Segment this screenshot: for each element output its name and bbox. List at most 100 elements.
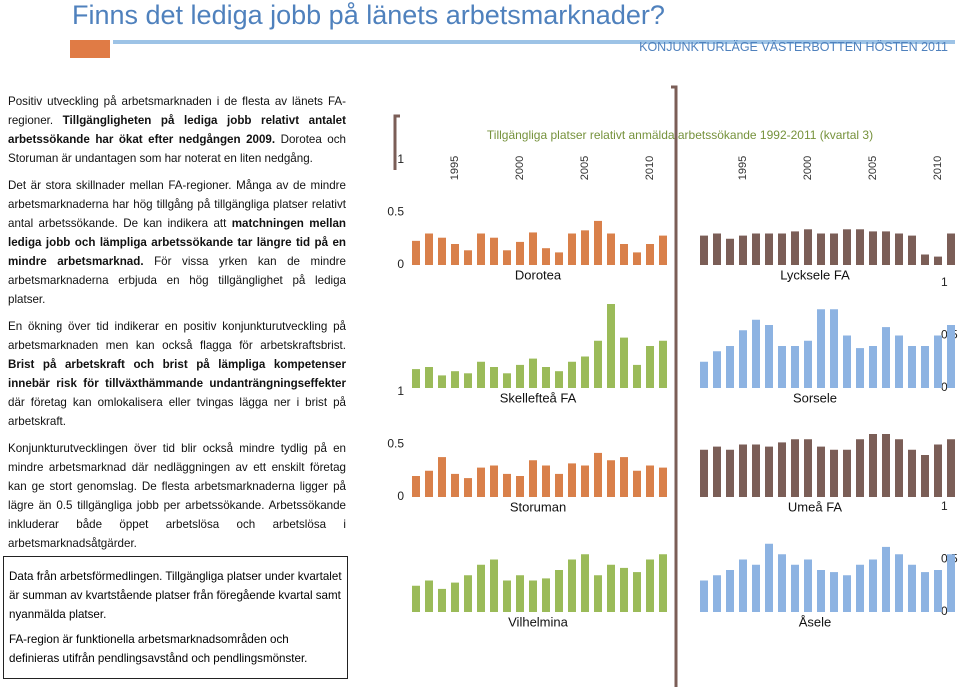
subtitle: KONJUNKTURLÄGE VÄSTERBOTTEN HÖSTEN 2011 <box>639 40 948 54</box>
x-tick-label: 2005 <box>867 156 879 180</box>
note-text: Data från arbetsförmedlingen. Tillgängli… <box>9 570 342 621</box>
y-tick-label: 0.5 <box>387 437 404 451</box>
bar <box>778 346 786 388</box>
bar <box>895 554 903 612</box>
bar <box>633 364 641 388</box>
bar <box>568 361 576 388</box>
bar <box>882 327 890 388</box>
panel-title: Storuman <box>510 499 566 514</box>
bar <box>464 373 472 388</box>
bar <box>659 235 667 265</box>
bar <box>555 473 563 497</box>
bar <box>438 237 446 265</box>
bar <box>700 449 708 497</box>
bar <box>713 575 721 612</box>
bar <box>700 235 708 265</box>
bar <box>620 567 628 612</box>
bar <box>464 478 472 497</box>
panel-title: Umeå FA <box>788 499 843 514</box>
x-tick-label: 2010 <box>932 156 944 180</box>
bar <box>516 364 524 388</box>
bar <box>633 470 641 497</box>
bar <box>804 439 812 497</box>
bar <box>908 346 916 388</box>
bar <box>921 455 929 497</box>
bar <box>947 233 955 265</box>
text-run: En ökning över tid indikerar en positiv … <box>8 320 346 352</box>
chart-title: Tillgängliga platser relativt anmälda ar… <box>487 128 873 142</box>
x-tick-label: 1995 <box>449 156 461 180</box>
bar <box>739 444 747 497</box>
bar <box>726 238 734 265</box>
y-tick-label: 1 <box>397 384 404 398</box>
bar <box>503 580 511 612</box>
bar <box>542 578 550 612</box>
bar <box>477 361 485 388</box>
text-run: där företag kan omlokalisera eller tving… <box>8 396 346 428</box>
text-run: Brist på arbetskraft och brist på lämpli… <box>8 358 346 390</box>
bar <box>895 233 903 265</box>
panel-title: Åsele <box>799 614 832 629</box>
bar <box>895 439 903 497</box>
bar <box>947 325 955 388</box>
note-text: FA-region är funktionella arbetsmarknads… <box>9 633 308 665</box>
bar <box>568 559 576 612</box>
y-tick-label: 0 <box>397 489 404 503</box>
bar <box>921 572 929 612</box>
bar <box>843 575 851 612</box>
bar <box>817 309 825 388</box>
paragraph: Konjunkturutvecklingen över tid blir ock… <box>8 439 346 553</box>
bar <box>856 439 864 497</box>
bar <box>412 369 420 388</box>
bar <box>425 233 433 265</box>
bar <box>804 340 812 388</box>
text-run: Det är stora skillnader mellan FA-region… <box>8 179 346 230</box>
bar <box>464 250 472 265</box>
bar <box>490 237 498 265</box>
bar <box>739 330 747 388</box>
bar <box>869 559 877 612</box>
bar <box>778 233 786 265</box>
bar <box>908 449 916 497</box>
bar <box>464 575 472 612</box>
bar <box>568 233 576 265</box>
x-tick-label: 2005 <box>579 156 591 180</box>
text-run: Konjunkturutvecklingen över tid blir ock… <box>8 442 346 550</box>
bar <box>542 367 550 388</box>
text-run: Positiv utveckling på arbetsmarknaden i … <box>8 95 346 127</box>
divider <box>393 114 400 170</box>
bar <box>607 304 615 388</box>
y-tick-label: 1 <box>941 499 948 513</box>
panel-title: Vilhelmina <box>508 614 569 629</box>
x-tick-label: 2000 <box>802 156 814 180</box>
bar <box>646 346 654 388</box>
bar <box>713 446 721 497</box>
bar <box>700 361 708 388</box>
bar <box>752 233 760 265</box>
bar <box>921 254 929 265</box>
bar <box>412 476 420 497</box>
bar <box>438 588 446 612</box>
bar <box>869 434 877 497</box>
x-tick-label: 2000 <box>514 156 526 180</box>
bar <box>830 233 838 265</box>
bar <box>620 337 628 388</box>
bar <box>934 335 942 388</box>
bar <box>555 570 563 612</box>
panel-title: Lycksele FA <box>780 267 850 282</box>
bar <box>804 559 812 612</box>
bar <box>581 230 589 265</box>
bar <box>607 233 615 265</box>
bar <box>594 575 602 612</box>
bar <box>581 356 589 388</box>
bar <box>934 570 942 612</box>
text-run: För vissa yrken kan de mindre arbetsmark… <box>8 255 346 306</box>
bar <box>490 465 498 497</box>
bar <box>438 457 446 497</box>
paragraph: Positiv utveckling på arbetsmarknaden i … <box>8 92 346 168</box>
bar <box>581 554 589 612</box>
bar <box>843 229 851 265</box>
bar <box>503 250 511 265</box>
bar <box>633 252 641 265</box>
bar <box>581 465 589 497</box>
